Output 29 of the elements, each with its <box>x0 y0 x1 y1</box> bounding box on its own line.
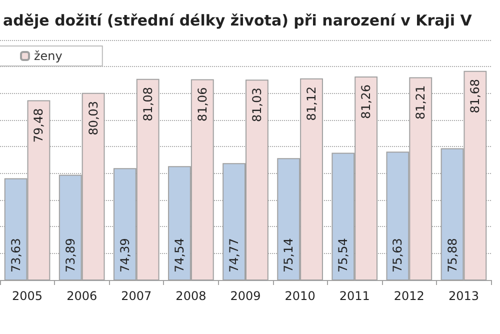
data-label: 79,48 <box>32 108 46 143</box>
data-label: 75,63 <box>390 238 405 272</box>
data-label: 74,77 <box>227 238 242 272</box>
data-label: 75,54 <box>336 238 350 272</box>
data-label: 75,14 <box>282 238 296 272</box>
data-label: 80,03 <box>86 100 100 136</box>
data-label: 73,89 <box>63 238 78 272</box>
data-label: 73,63 <box>8 238 23 272</box>
data-label: 81,21 <box>414 85 428 120</box>
x-tick-label: 2005 <box>12 289 43 303</box>
data-label: 81,12 <box>304 86 319 121</box>
x-tick-label: 2011 <box>339 289 370 303</box>
legend-label: ženy <box>34 49 62 63</box>
data-label: 75,88 <box>445 238 460 272</box>
x-tick-label: 2010 <box>284 289 316 303</box>
x-tick-label: 2012 <box>394 289 424 303</box>
data-label: 74,39 <box>118 238 132 272</box>
data-label: 81,06 <box>195 87 210 122</box>
x-tick-label: 2013 <box>448 289 479 303</box>
data-label: 81,68 <box>468 78 482 114</box>
x-tick-label: 2007 <box>121 289 152 303</box>
data-label: 81,03 <box>250 88 264 122</box>
chart-title: aděje dožití (střední délky života) při narození v Kraji V <box>3 12 472 30</box>
data-label: 74,54 <box>172 238 186 272</box>
data-label: 81,26 <box>359 84 374 119</box>
x-tick-label: 2006 <box>66 289 98 303</box>
x-tick-label: 2008 <box>176 289 206 303</box>
x-tick-label: 2009 <box>230 289 261 303</box>
data-label: 81,08 <box>140 86 155 122</box>
